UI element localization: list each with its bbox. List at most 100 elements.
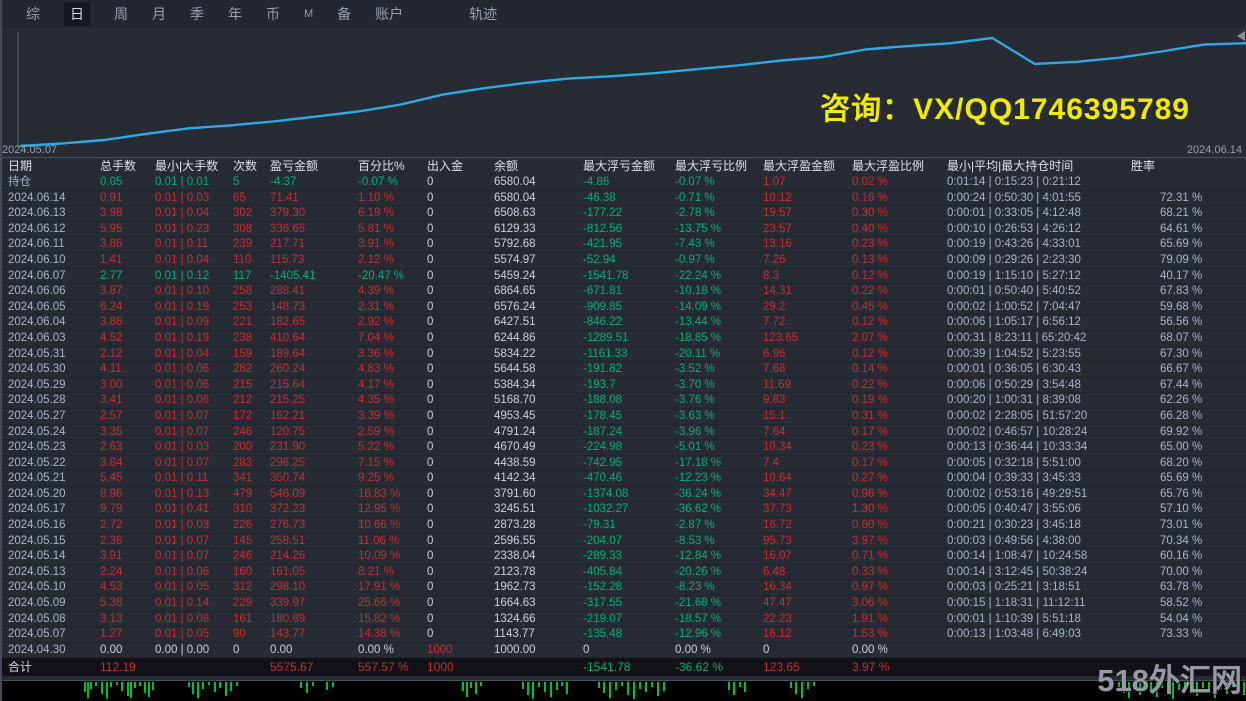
cell: 0.01 | 0.06 — [155, 363, 210, 376]
cell: 0.01 | 0.08 — [155, 612, 210, 625]
table-row[interactable]: 2024.05.10 4.53 0.01 | 0.05 312 298.10 17.91 … — [0, 580, 1246, 597]
activity-bar — [219, 682, 221, 688]
table-row[interactable]: 2024.05.29 3.00 0.01 | 0.06 215 215.64 4.17 %… — [0, 378, 1246, 394]
table-row[interactable]: 2024.05.27 2.57 0.01 | 0.07 172 162.21 3.39 %… — [0, 409, 1246, 425]
cell: 0.01 | 0.06 — [155, 378, 210, 391]
activity-bar — [197, 682, 199, 698]
nav-tab-6[interactable]: 年 — [228, 6, 242, 22]
cell: 0.97 % — [852, 581, 888, 594]
table-row[interactable]: 2024.04.30 0.00 0.00 | 0.00 0 0.00 0.00 % 1000… — [0, 643, 1246, 659]
nav-tab-10[interactable]: 账户 — [375, 6, 404, 22]
cell: 2024.05.30 — [8, 363, 66, 376]
total-cell — [233, 658, 270, 676]
table-row[interactable]: 2024.06.05 6.24 0.01 | 0.19 253 148.73 2.31 %… — [0, 300, 1246, 316]
activity-bar — [116, 682, 118, 685]
cell: 7.4 — [763, 456, 779, 469]
table-row[interactable]: 2024.05.08 3.13 0.01 | 0.08 161 180.89 15.82 … — [0, 612, 1246, 628]
cell: 0:00:14 | 3:12:45 | 50:38:24 — [947, 565, 1088, 578]
cell: 0 — [427, 503, 434, 516]
cell: 260.24 — [270, 363, 306, 376]
table-row[interactable]: 2024.05.15 2.36 0.01 | 0.07 145 258.51 11.06 … — [0, 534, 1246, 550]
cell: 2024.05.07 — [8, 628, 66, 641]
table-row[interactable]: 2024.05.09 5.38 0.01 | 0.14 229 339.97 25.66 … — [0, 596, 1246, 612]
table-row[interactable]: 2024.06.10 1.41 0.01 | 0.04 110 115.73 2.12 %… — [0, 253, 1246, 269]
table-row[interactable]: 2024.06.07 2.77 0.01 | 0.12 117 -1405.41 -20.… — [0, 269, 1246, 285]
table-row[interactable]: 2024.05.21 5.45 0.01 | 0.11 341 350.74 9.25 %… — [0, 471, 1246, 487]
trade-activity-strip — [0, 680, 1246, 701]
cell: 1.30 % — [852, 503, 888, 516]
cell: 29.2 — [763, 300, 786, 313]
cell: 5384.34 — [494, 378, 536, 391]
table-row[interactable]: 2024.06.11 3.86 0.01 | 0.11 239 217.71 3.91 %… — [0, 237, 1246, 253]
table-row[interactable]: 2024.06.14 0.91 0.01 | 0.03 65 71.41 1.10 % 0 6… — [0, 191, 1246, 207]
scroll-left-arrow-icon[interactable] — [1237, 31, 1245, 41]
table-row[interactable]: 2024.05.14 3.91 0.01 | 0.07 246 214.26 10.09 … — [0, 549, 1246, 565]
cell: 1143.77 — [494, 628, 535, 641]
table-row[interactable]: 2024.05.17 9.79 0.01 | 0.41 310 372.23 12.95 … — [0, 502, 1246, 519]
table-row[interactable]: 2024.06.04 3.86 0.01 | 0.09 221 182.65 2.92 %… — [0, 315, 1246, 331]
table-row[interactable]: 2024.05.13 2.24 0.01 | 0.06 160 161.05 8.21 %… — [0, 565, 1246, 581]
cell: 5459.24 — [494, 269, 536, 282]
nav-tab-1[interactable]: 综 — [26, 6, 40, 22]
cell: 58.52 % — [1160, 597, 1203, 610]
total-cell: 3.97 % — [852, 660, 890, 675]
cell: 0:00:02 | 2:28:05 | 51:57:20 — [947, 409, 1088, 422]
activity-bar — [532, 682, 534, 699]
nav-tab-2[interactable]: 日 — [64, 2, 90, 26]
nav-tab-3[interactable]: 周 — [114, 6, 128, 22]
cell: 0:00:19 | 1:15:10 | 5:27:12 — [947, 269, 1081, 282]
total-cell — [494, 658, 583, 676]
cell: 11.69 — [763, 378, 791, 391]
cell: 0 — [427, 176, 434, 188]
table-row[interactable]: 2024.05.24 3.35 0.01 | 0.07 246 120.75 2.59 %… — [0, 425, 1246, 441]
table-row[interactable]: 2024.05.28 3.41 0.01 | 0.06 212 215.25 4.35 %… — [0, 393, 1246, 409]
nav-tab-5[interactable]: 季 — [190, 6, 204, 22]
cell: 0 — [427, 597, 434, 610]
table-row[interactable]: 2024.05.30 4.11 0.01 | 0.06 282 260.24 4.83 %… — [0, 362, 1246, 378]
cell: 0.00 % — [358, 643, 394, 656]
nav-tab-9[interactable]: 备 — [337, 6, 352, 22]
activity-bar — [312, 682, 314, 686]
activity-bar — [1161, 682, 1163, 688]
cell: 2.07 % — [852, 331, 888, 344]
cell: 2024.06.06 — [8, 285, 66, 298]
cell: 0.01 | 0.03 — [155, 441, 210, 454]
table-row[interactable]: 2024.05.07 1.27 0.01 | 0.05 90 143.77 14.38 %… — [0, 627, 1246, 643]
cell: 2.63 — [100, 441, 123, 454]
cell: -52.94 — [583, 253, 616, 266]
cell: -2.87 % — [675, 519, 715, 532]
cell: -21.68 % — [675, 597, 722, 610]
cell: 0:00:05 | 0:40:47 | 3:55:06 — [947, 503, 1081, 516]
table-row[interactable]: 2024.05.22 3.84 0.01 | 0.07 283 296.25 7.15 %… — [0, 456, 1246, 472]
activity-bar — [475, 682, 477, 694]
total-cell: 1000 — [427, 660, 454, 675]
cell: 0.00 % — [852, 643, 888, 656]
table-row[interactable]: 2024.05.23 2.63 0.01 | 0.03 200 231.90 5.22 %… — [0, 440, 1246, 456]
table-row[interactable]: 2024.06.12 5.95 0.01 | 0.23 308 336.65 5.81 %… — [0, 222, 1246, 238]
activity-bar — [538, 682, 540, 687]
cell: 0:00:04 | 0:39:33 | 3:45:33 — [947, 472, 1081, 485]
cell: 68.07 % — [1160, 331, 1203, 344]
table-row[interactable]: 2024.06.06 3.87 0.01 | 0.10 258 288.41 4.39 %… — [0, 284, 1246, 300]
table-row[interactable]: 2024.05.20 8.96 0.01 | 0.13 479 546.09 16.83 … — [0, 487, 1246, 503]
cell: 持仓 — [8, 176, 31, 188]
cell: 238 — [233, 331, 253, 344]
activity-bar — [214, 682, 216, 692]
cell: 4.17 % — [358, 378, 394, 391]
cell: 2024.05.29 — [8, 378, 66, 391]
table-row[interactable]: 2024.06.13 3.98 0.01 | 0.04 302 379.30 6.19 %… — [0, 206, 1246, 222]
table-row[interactable]: 2024.05.31 2.12 0.01 | 0.04 159 189.64 3.36 %… — [0, 347, 1246, 363]
activity-bar — [645, 682, 647, 692]
nav-tab-4[interactable]: 月 — [152, 6, 166, 22]
nav-tab-11[interactable]: 轨迹 — [469, 6, 498, 22]
cell: 19.57 — [763, 207, 792, 220]
table-row[interactable]: 2024.05.16 2.72 0.01 | 0.03 226 276.73 10.66 … — [0, 518, 1246, 534]
table-row[interactable]: 2024.06.03 4.52 0.01 | 0.19 238 410.64 7.04 %… — [0, 331, 1246, 347]
open-position-row[interactable]: 持仓 0.05 0.01 | 0.01 5 -4.37 -0.07 % 0 6580.04 -4… — [0, 175, 1246, 191]
cell: 57.10 % — [1160, 503, 1203, 516]
cell: -13.75 % — [675, 222, 722, 235]
cell: 3791.60 — [494, 487, 536, 500]
nav-tab-7[interactable]: 币 — [266, 6, 280, 22]
nav-tab-8[interactable]: M — [304, 8, 314, 20]
cell: 0.71 % — [852, 550, 888, 563]
